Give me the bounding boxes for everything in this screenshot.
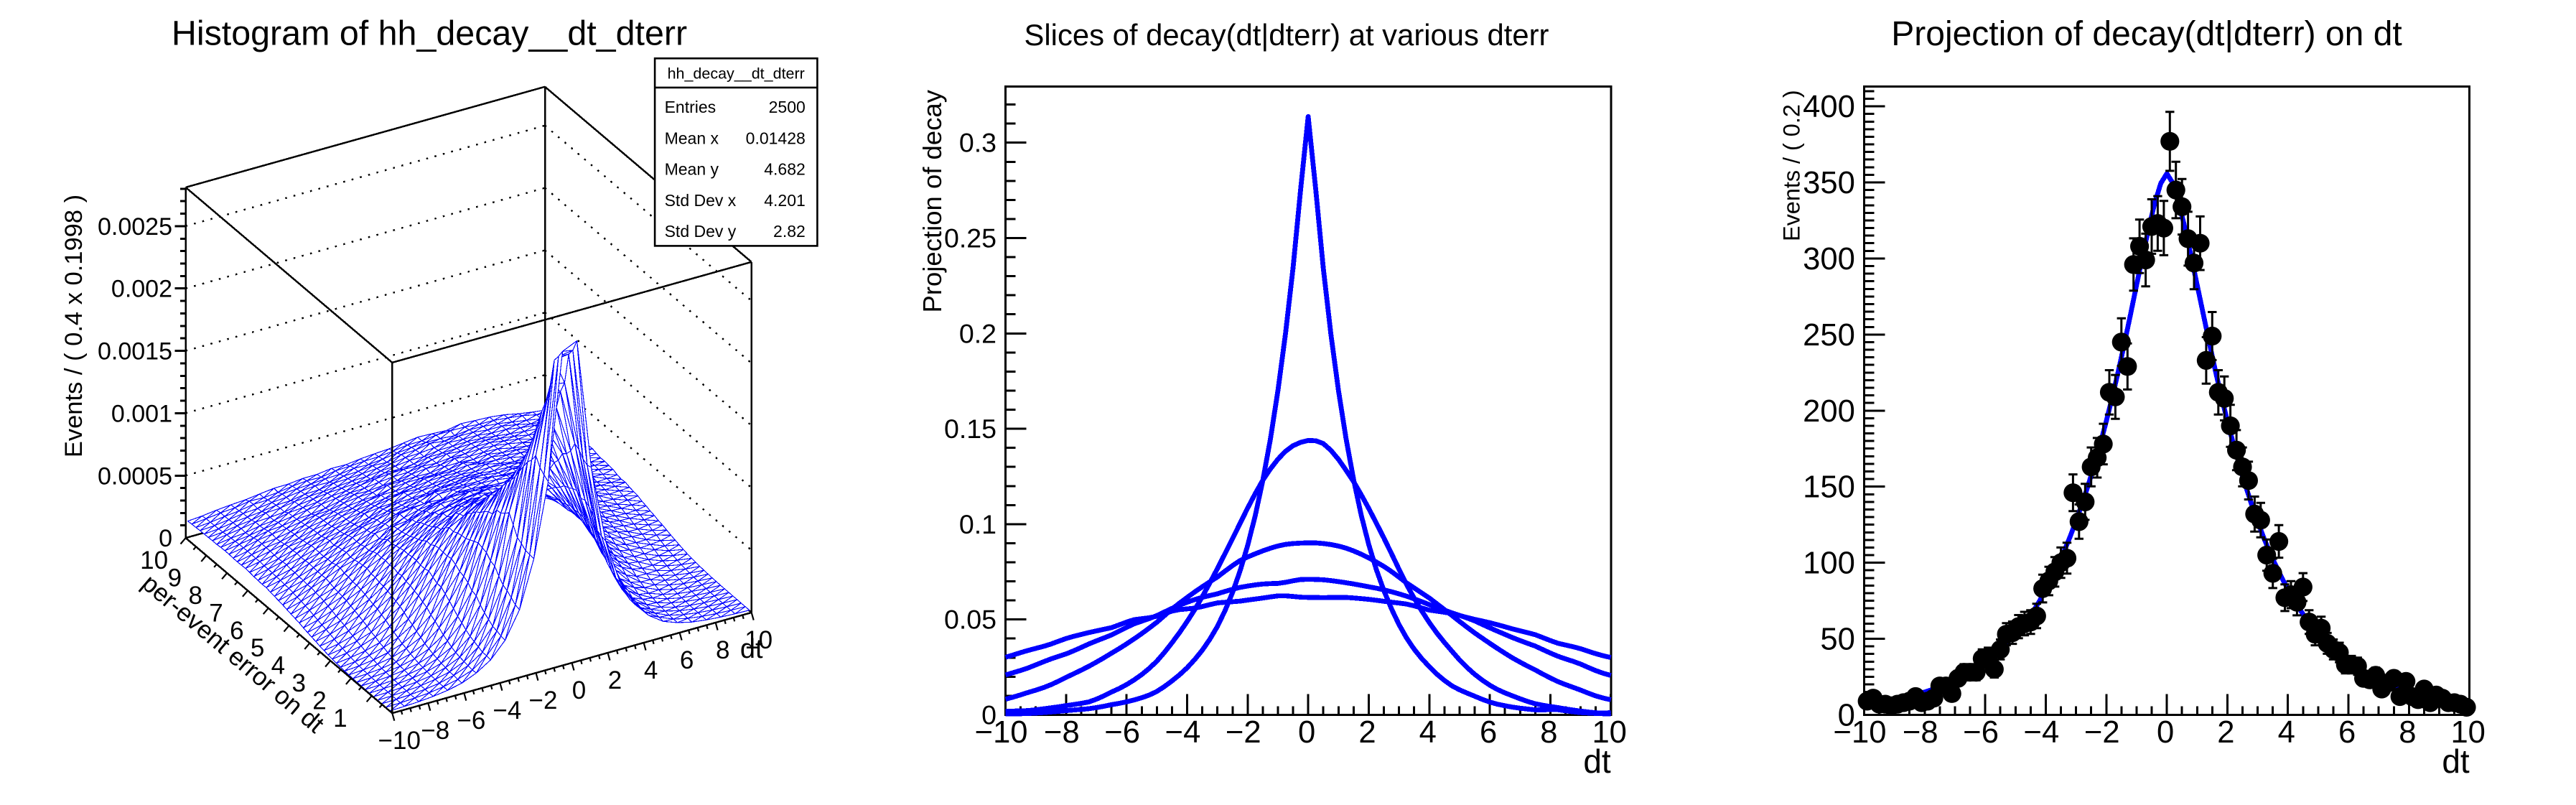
svg-text:2: 2 — [312, 687, 326, 715]
svg-text:9: 9 — [168, 564, 182, 592]
svg-text:4.682: 4.682 — [764, 160, 806, 179]
svg-text:7: 7 — [209, 599, 223, 627]
svg-text:−2: −2 — [1226, 715, 1261, 750]
svg-text:0.15: 0.15 — [944, 414, 997, 444]
svg-text:Events / ( 0.4 x 0.1998 ): Events / ( 0.4 x 0.1998 ) — [60, 195, 88, 457]
svg-text:dt: dt — [1583, 743, 1611, 780]
svg-text:0.2: 0.2 — [959, 318, 997, 348]
svg-text:5: 5 — [251, 634, 264, 662]
svg-text:0: 0 — [159, 525, 172, 552]
svg-text:0: 0 — [1298, 715, 1315, 750]
svg-text:4: 4 — [644, 656, 658, 684]
svg-text:300: 300 — [1803, 242, 1855, 276]
svg-text:Projection of decay: Projection of decay — [918, 89, 947, 312]
svg-text:0.3: 0.3 — [959, 128, 997, 158]
svg-text:350: 350 — [1803, 166, 1855, 200]
svg-text:−10: −10 — [975, 715, 1028, 750]
svg-text:10: 10 — [745, 626, 773, 654]
svg-text:3: 3 — [291, 669, 305, 697]
svg-text:−8: −8 — [1044, 715, 1080, 750]
svg-text:200: 200 — [1803, 394, 1855, 429]
svg-text:8: 8 — [1540, 715, 1557, 750]
svg-text:hh_decay__dt_dterr: hh_decay__dt_dterr — [668, 65, 805, 83]
svg-text:6: 6 — [2338, 715, 2356, 750]
svg-text:6: 6 — [1480, 715, 1497, 750]
svg-text:0.001: 0.001 — [111, 400, 172, 427]
svg-text:0.25: 0.25 — [944, 223, 997, 253]
svg-text:6: 6 — [230, 617, 243, 645]
svg-text:10: 10 — [2450, 715, 2486, 750]
svg-text:0.0015: 0.0015 — [98, 338, 172, 366]
svg-text:10: 10 — [140, 546, 168, 574]
svg-text:2: 2 — [608, 666, 622, 694]
svg-text:0.1: 0.1 — [959, 509, 997, 539]
svg-text:50: 50 — [1820, 623, 1855, 657]
svg-text:−6: −6 — [1104, 715, 1140, 750]
svg-text:0.05: 0.05 — [944, 605, 997, 635]
svg-text:−8: −8 — [1903, 715, 1938, 750]
svg-text:8: 8 — [188, 582, 202, 610]
svg-text:Entries: Entries — [665, 98, 717, 116]
svg-text:400: 400 — [1803, 90, 1855, 124]
svg-text:Histogram of hh_decay__dt_dter: Histogram of hh_decay__dt_dterr — [172, 14, 687, 53]
svg-text:4: 4 — [2278, 715, 2295, 750]
svg-text:4: 4 — [1419, 715, 1437, 750]
svg-text:−8: −8 — [421, 717, 449, 745]
svg-text:2.82: 2.82 — [773, 222, 806, 241]
svg-text:8: 8 — [2399, 715, 2416, 750]
svg-text:0.0025: 0.0025 — [98, 213, 172, 241]
svg-text:0: 0 — [2157, 715, 2174, 750]
svg-text:dt: dt — [740, 634, 763, 664]
svg-text:−4: −4 — [2024, 715, 2060, 750]
svg-text:−6: −6 — [457, 707, 485, 735]
svg-text:2: 2 — [1358, 715, 1376, 750]
svg-text:1: 1 — [333, 704, 347, 732]
svg-text:Events / ( 0.2 ): Events / ( 0.2 ) — [1779, 90, 1805, 241]
svg-text:2: 2 — [2217, 715, 2234, 750]
svg-text:−10: −10 — [378, 727, 421, 755]
svg-text:dt: dt — [2442, 743, 2470, 780]
svg-text:10: 10 — [1592, 715, 1627, 750]
svg-text:Mean x: Mean x — [665, 129, 719, 147]
svg-text:0: 0 — [572, 676, 586, 704]
svg-text:−10: −10 — [1834, 715, 1887, 750]
svg-text:−2: −2 — [2084, 715, 2120, 750]
svg-text:4.201: 4.201 — [764, 191, 806, 210]
svg-text:−4: −4 — [493, 697, 521, 725]
svg-text:−6: −6 — [1963, 715, 1999, 750]
svg-text:0: 0 — [981, 700, 997, 730]
svg-text:250: 250 — [1803, 318, 1855, 353]
svg-text:0: 0 — [1838, 699, 1855, 733]
svg-text:100: 100 — [1803, 546, 1855, 581]
svg-text:4: 4 — [271, 652, 285, 680]
svg-text:150: 150 — [1803, 470, 1855, 505]
svg-text:−2: −2 — [529, 687, 558, 715]
svg-text:Std Dev y: Std Dev y — [665, 222, 737, 241]
svg-text:0.002: 0.002 — [111, 276, 172, 303]
svg-text:8: 8 — [716, 636, 729, 664]
svg-text:−4: −4 — [1165, 715, 1201, 750]
svg-text:6: 6 — [680, 646, 694, 674]
svg-text:Slices of decay(dt|dterr) at v: Slices of decay(dt|dterr) at various dte… — [1025, 18, 1549, 52]
svg-text:0.0005: 0.0005 — [98, 462, 172, 490]
svg-text:Projection of decay(dt|dterr): Projection of decay(dt|dterr) on dt — [1891, 15, 2402, 53]
svg-text:Mean y: Mean y — [665, 160, 719, 179]
svg-text:2500: 2500 — [769, 98, 806, 116]
svg-text:0.01428: 0.01428 — [746, 129, 806, 147]
svg-text:Std Dev x: Std Dev x — [665, 191, 737, 210]
